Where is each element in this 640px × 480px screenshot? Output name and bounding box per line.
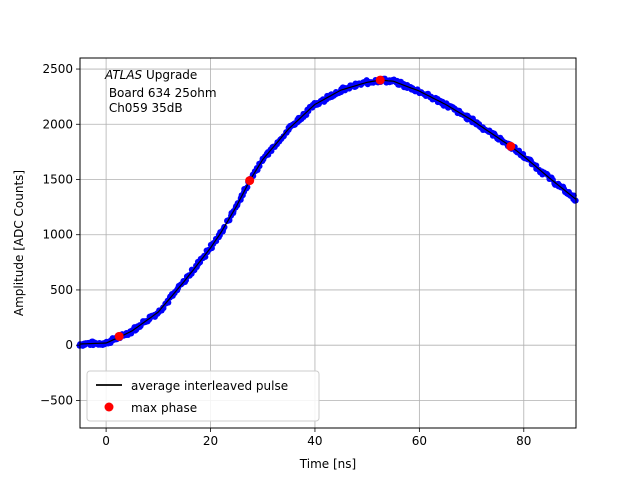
max-phase-point: [375, 75, 385, 85]
x-tick-label: 0: [102, 434, 110, 448]
legend-box: [86, 370, 320, 422]
legend-label-max: max phase: [131, 401, 197, 415]
x-tick-label: 20: [203, 434, 218, 448]
sample-point: [202, 253, 209, 260]
svg-text:ATLAS Upgrade: ATLAS Upgrade: [104, 68, 197, 82]
annotation-upgrade: Upgrade: [142, 68, 197, 82]
y-axis-label: Amplitude [ADC Counts]: [12, 170, 26, 316]
y-tick-label: 2000: [42, 117, 73, 131]
max-phase-point: [506, 141, 516, 151]
max-phase-points: [114, 75, 516, 341]
y-tick-label: 1000: [42, 228, 73, 242]
legend-marker-max: [104, 402, 114, 412]
max-phase-point: [114, 331, 124, 341]
annotation-board: Board 634 25ohm: [105, 86, 217, 100]
annotation-atlas: ATLAS: [104, 68, 143, 82]
x-tick-label: 40: [307, 434, 322, 448]
y-tick-label: 1500: [42, 172, 73, 186]
x-tick-label: 60: [412, 434, 427, 448]
x-tick-label: 80: [516, 434, 531, 448]
y-tick-label: 500: [50, 283, 73, 297]
legend: average interleaved pulse max phase: [86, 370, 320, 422]
plot-frame: [79, 57, 577, 429]
x-axis-ticks: 0 20 40 60 80: [102, 428, 531, 448]
average-pulse-line: [79, 79, 577, 345]
max-phase-point: [245, 176, 255, 186]
sample-points: [76, 75, 579, 349]
legend-label-pulse: average interleaved pulse: [131, 379, 288, 393]
x-axis-label: Time [ns]: [299, 457, 356, 471]
y-axis-ticks: −500 0 500 1000 1500 2000 2500: [40, 62, 80, 407]
y-tick-label: 0: [65, 338, 73, 352]
annotation-channel: Ch059 35dB: [105, 101, 183, 115]
y-tick-label: 2500: [42, 62, 73, 76]
annotation-text: ATLAS Upgrade Board 634 25ohm Ch059 35dB: [104, 68, 217, 115]
y-tick-label: −500: [40, 393, 73, 407]
